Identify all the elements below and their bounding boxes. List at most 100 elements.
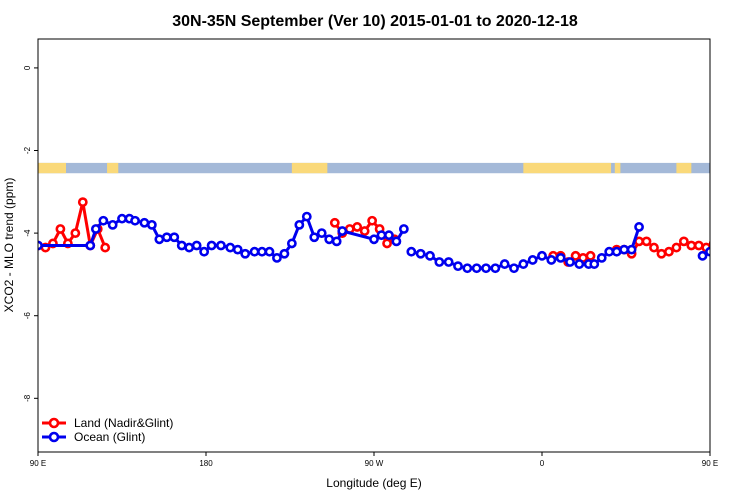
y-tick-label-4: -8 (23, 394, 32, 402)
ocean-point (604, 246, 615, 257)
land-point (367, 215, 378, 226)
y-axis: 0 -2 -4 -6 -8 (23, 65, 38, 402)
ocean-point (184, 242, 195, 253)
ocean-point (107, 219, 118, 230)
ocean-point (337, 226, 348, 236)
ocean-point (376, 230, 387, 241)
ocean-point (736, 240, 743, 247)
series-ocean (38, 211, 750, 274)
legend-item-land: Land (Nadir&Glint) (42, 416, 173, 430)
ocean-point (324, 234, 335, 245)
ocean-point (225, 242, 236, 253)
ocean-point (257, 246, 267, 257)
ocean-line-0 (38, 215, 406, 260)
legend-ocean-label: Ocean (Glint) (74, 430, 145, 444)
ocean-point (85, 240, 96, 251)
y-tick-label-0: 0 (23, 65, 32, 70)
ocean-point (481, 263, 491, 274)
land-point (329, 217, 340, 228)
ocean-point (206, 240, 217, 251)
ocean-point (453, 261, 463, 272)
x-tick-label-1: 180 (199, 459, 213, 468)
land-point (664, 246, 674, 257)
ocean-point (714, 242, 721, 249)
land-point (352, 222, 363, 232)
ocean-point (509, 263, 519, 274)
ocean-point (555, 252, 566, 263)
ocean-point (161, 232, 172, 243)
legend-land-label: Land (Nadir&Glint) (74, 416, 173, 430)
land-ocean-strip (38, 162, 710, 174)
ocean-point (154, 234, 165, 245)
ocean-point (596, 252, 607, 263)
ocean-point (729, 244, 736, 251)
ocean-point (199, 246, 210, 257)
ocean-point (369, 234, 379, 245)
ocean-point (518, 259, 529, 269)
x-tick-label-0: 90 E (30, 459, 46, 468)
land-point (100, 242, 111, 253)
ocean-point (744, 238, 750, 245)
land-point (77, 197, 88, 208)
land-point (55, 224, 66, 234)
ocean-point (176, 240, 187, 251)
ocean-point (191, 240, 202, 251)
ocean-point (574, 259, 585, 269)
ocean-point (316, 228, 327, 239)
land-band-5 (676, 162, 692, 174)
y-tick-label-2: -4 (23, 229, 32, 237)
x-tick-label-3: 0 (540, 459, 545, 468)
land-point (733, 230, 740, 237)
ocean-point (626, 244, 637, 255)
ocean-point (619, 244, 630, 255)
ocean-point (634, 222, 644, 232)
ocean-point (697, 250, 708, 261)
ocean-point (216, 240, 226, 251)
x-tick-label-2: 90 W (365, 459, 384, 468)
y-tick-label-3: -6 (23, 312, 32, 320)
legend-land-marker (48, 417, 60, 429)
ocean-point (565, 257, 575, 267)
y-axis-label: XCO2 - MLO trend (ppm) (2, 178, 16, 313)
ocean-point (425, 250, 435, 261)
ocean-point (589, 259, 600, 269)
land-point (671, 242, 682, 253)
land-band-1 (107, 162, 119, 174)
ocean-point (286, 238, 297, 249)
legend-ocean-marker (48, 431, 60, 443)
ocean-point (398, 224, 409, 234)
ocean-point (537, 250, 547, 261)
ocean-point (331, 236, 342, 247)
land-band-0 (38, 162, 66, 174)
ocean-point (301, 211, 312, 222)
land-point (585, 250, 596, 261)
x-tick-label-4: 90 E (702, 459, 718, 468)
ocean-point (391, 236, 402, 247)
ocean-point (169, 232, 180, 243)
x-axis: 90 E 180 90 W 0 90 E (30, 452, 718, 468)
legend: Land (Nadir&Glint) Ocean (Glint) (42, 416, 173, 444)
legend-item-ocean: Ocean (Glint) (42, 430, 145, 444)
ocean-point (611, 246, 622, 257)
ocean-point (309, 232, 320, 243)
ocean-point (384, 230, 394, 241)
ocean-point (546, 255, 557, 265)
ocean-point (705, 246, 710, 257)
ocean-point (434, 257, 445, 267)
ocean-point (98, 215, 109, 226)
land-band-2 (291, 162, 328, 174)
ocean-point (499, 259, 510, 269)
ocean-point (471, 263, 482, 274)
ocean-point (117, 213, 127, 224)
ocean-point (249, 246, 260, 257)
y-tick-label-1: -2 (23, 146, 32, 154)
ocean-point (406, 246, 417, 257)
land-point (678, 236, 689, 247)
ocean-point (139, 217, 150, 228)
ocean-point (146, 219, 157, 230)
land-point (740, 199, 747, 206)
land-point (686, 240, 697, 251)
land-point (718, 225, 725, 232)
land-band-4 (614, 162, 621, 174)
ocean-point (462, 263, 473, 274)
